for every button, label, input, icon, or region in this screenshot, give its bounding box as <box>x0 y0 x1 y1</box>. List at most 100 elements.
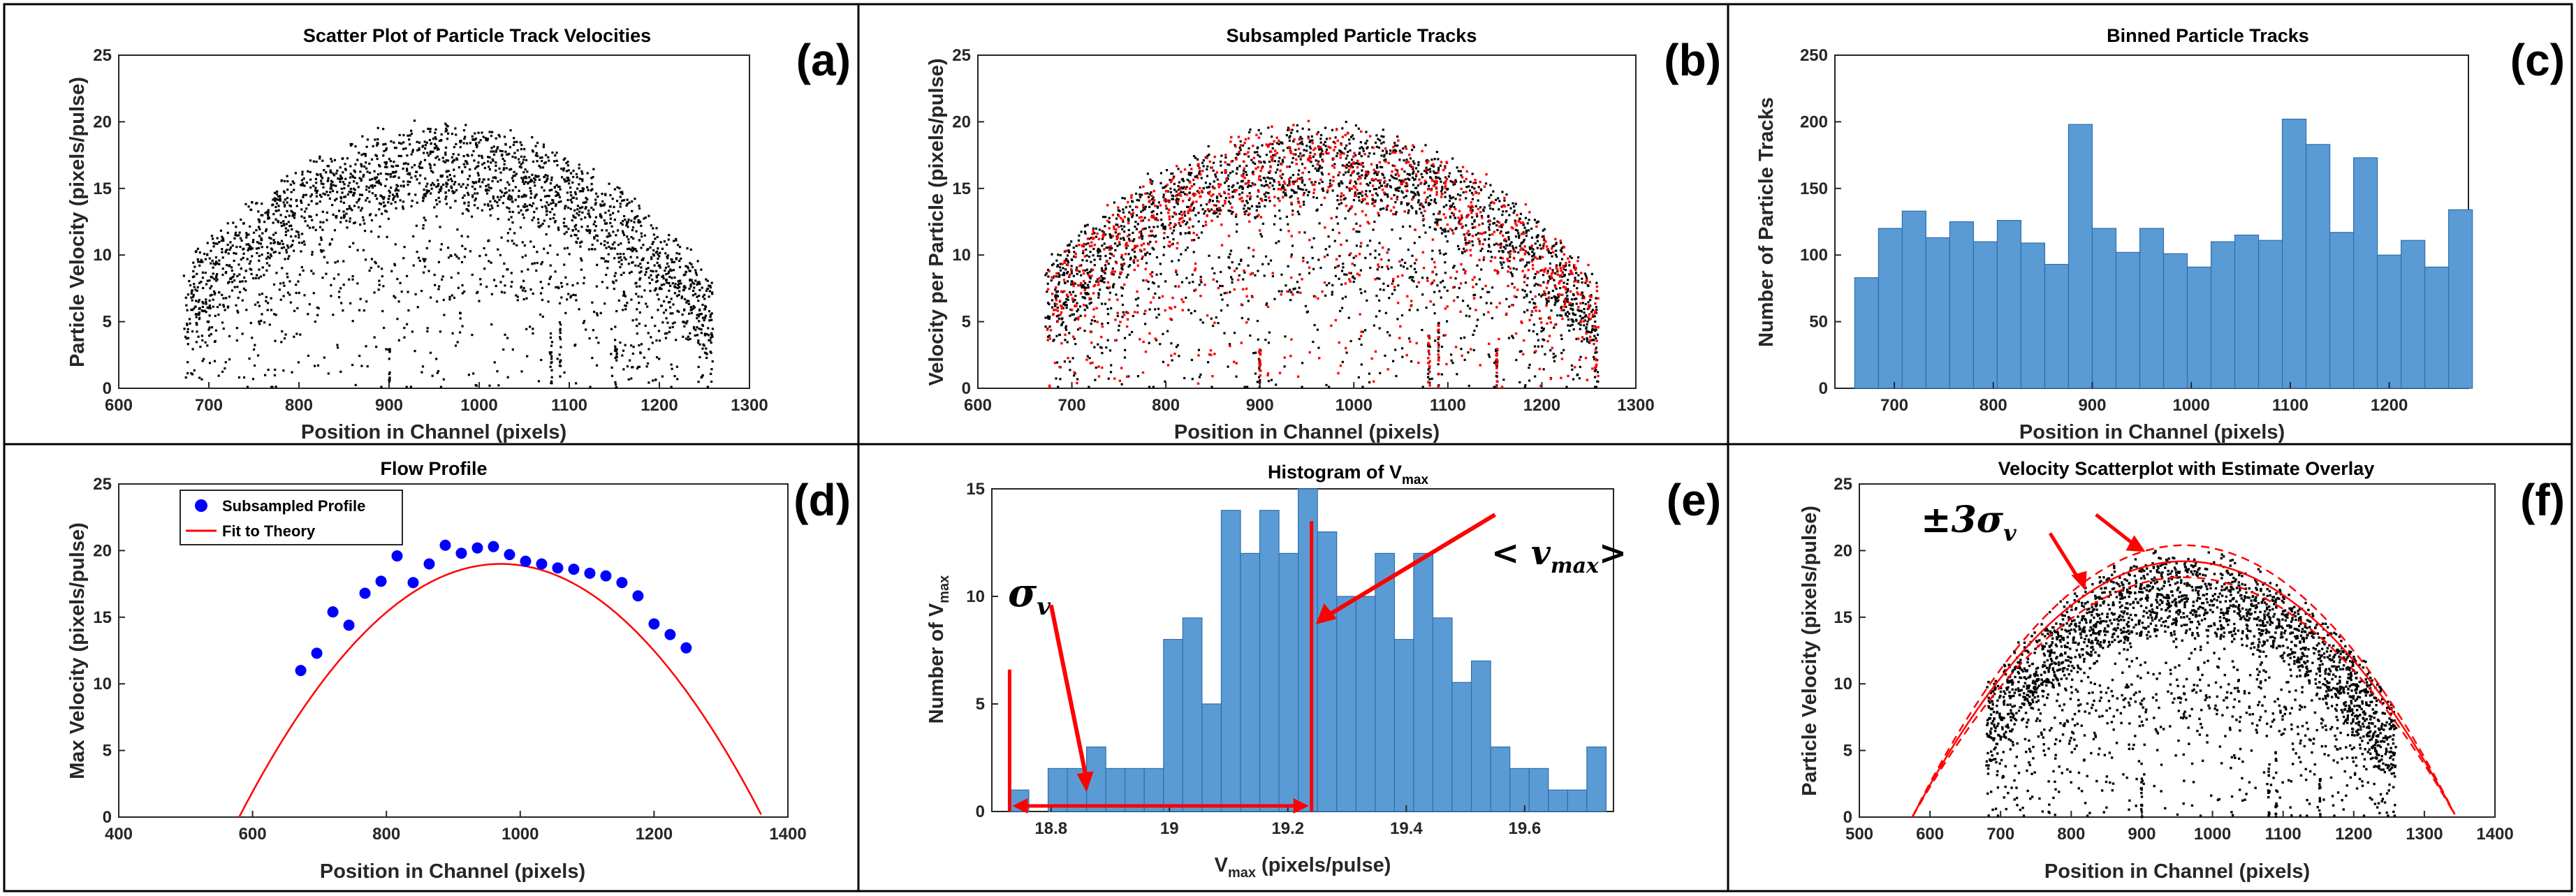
panel-a-point <box>522 279 525 282</box>
panel-a-point <box>560 285 564 288</box>
panel-a-point <box>692 304 695 308</box>
panel-b-point <box>1164 226 1166 228</box>
panel-a-point <box>188 318 191 321</box>
panel-a-point <box>635 249 638 253</box>
panel-b-point <box>1141 193 1143 196</box>
panel-a-point <box>353 169 356 172</box>
panel-b-point <box>1151 234 1154 237</box>
panel-b-point <box>1572 378 1575 381</box>
panel-b-point <box>1419 207 1421 210</box>
panel-b-point <box>1149 234 1152 237</box>
panel-a-point <box>232 275 235 279</box>
panel-b-point <box>1053 302 1056 305</box>
panel-a-point <box>661 375 664 378</box>
panel-b-point <box>1147 196 1150 198</box>
panel-b-point <box>1247 300 1250 302</box>
panel-b-point <box>1085 286 1088 289</box>
panel-a-point <box>494 200 497 203</box>
panel-b-point <box>1271 135 1273 138</box>
panel-b-point <box>1247 247 1250 249</box>
panel-a-point <box>488 189 490 192</box>
panel-b-point <box>1280 290 1283 293</box>
panel-b-point <box>1331 291 1333 293</box>
panel-b-point <box>1058 274 1061 277</box>
panel-a-point <box>675 258 678 260</box>
panel-a-point <box>578 242 582 244</box>
panel-b-point <box>1360 291 1363 295</box>
panel-a-point <box>631 261 634 264</box>
panel-a-point <box>196 330 198 333</box>
panel-b-point <box>1567 288 1569 291</box>
panel-a-point <box>272 221 275 224</box>
panel-b-point <box>1312 164 1315 168</box>
panel-a-point <box>454 181 457 184</box>
panel-b-point <box>1423 170 1426 172</box>
panel-a-point <box>535 269 538 272</box>
panel-a-plot-area <box>118 54 750 389</box>
panel-a-point <box>522 178 525 181</box>
panel-a-point <box>638 365 641 368</box>
panel-a-point <box>432 171 434 174</box>
panel-b-point <box>1591 328 1594 330</box>
panel-b-point <box>1212 212 1215 214</box>
panel-a-point <box>280 240 284 242</box>
panel-b-point <box>1121 303 1125 307</box>
panel-b-point <box>1544 353 1546 355</box>
panel-b-point <box>1257 146 1259 149</box>
panel-a-point <box>496 147 499 150</box>
panel-a-point <box>274 368 277 372</box>
panel-a-point <box>245 232 248 235</box>
panel-b-point <box>1414 210 1418 213</box>
panel-a-point <box>211 237 214 240</box>
panel-a-point <box>349 142 352 145</box>
panel-b-point <box>1273 179 1275 182</box>
panel-a-point <box>208 299 211 302</box>
panel-b-point <box>1220 164 1222 167</box>
panel-a-point <box>284 205 286 208</box>
panel-a-point <box>478 180 481 183</box>
panel-b-point <box>1500 256 1502 260</box>
panel-b-point <box>1143 216 1146 219</box>
panel-b-point <box>1572 320 1575 323</box>
panel-b-point <box>1534 272 1537 276</box>
panel-a-point <box>641 295 643 298</box>
panel-a-ytick-label: 10 <box>93 246 112 265</box>
panel-b-point <box>1518 381 1521 384</box>
panel-a-point <box>287 229 290 232</box>
panel-b-point <box>1540 326 1544 329</box>
panel-b-point <box>1212 161 1215 164</box>
panel-b-point <box>1534 375 1537 378</box>
panel-a-point <box>349 217 351 220</box>
panel-a-point <box>539 166 542 169</box>
panel-a-point <box>475 166 478 168</box>
panel-b-point <box>1444 252 1447 255</box>
panel-b-point <box>1057 254 1060 256</box>
panel-b-point <box>1497 197 1500 200</box>
panel-b-point <box>1434 228 1437 231</box>
panel-a-point <box>392 175 395 178</box>
panel-b-point <box>1281 173 1285 176</box>
panel-b-point <box>1282 161 1285 163</box>
panel-a-point <box>251 255 254 258</box>
panel-b-point <box>1554 297 1557 300</box>
panel-b-point <box>1220 270 1222 274</box>
panel-b-point <box>1247 147 1250 150</box>
panel-a-point <box>274 339 277 342</box>
panel-b-point <box>1411 207 1414 210</box>
panel-b-point <box>1267 380 1271 383</box>
panel-b-point <box>1127 237 1131 240</box>
panel-a-point <box>573 225 576 228</box>
panel-a-point <box>585 228 588 231</box>
panel-b-point <box>1215 208 1219 211</box>
panel-a-point <box>526 208 529 211</box>
panel-b-point <box>1070 280 1073 283</box>
panel-a-point <box>673 292 677 295</box>
panel-a-point <box>613 281 615 284</box>
panel-a-point <box>628 272 631 274</box>
panel-b-point <box>1443 286 1446 288</box>
panel-b-point <box>1341 360 1344 363</box>
panel-b-point <box>1570 364 1574 367</box>
panel-b-point <box>1053 304 1057 307</box>
panel-b-point <box>1528 253 1530 256</box>
panel-a-point <box>288 293 291 296</box>
